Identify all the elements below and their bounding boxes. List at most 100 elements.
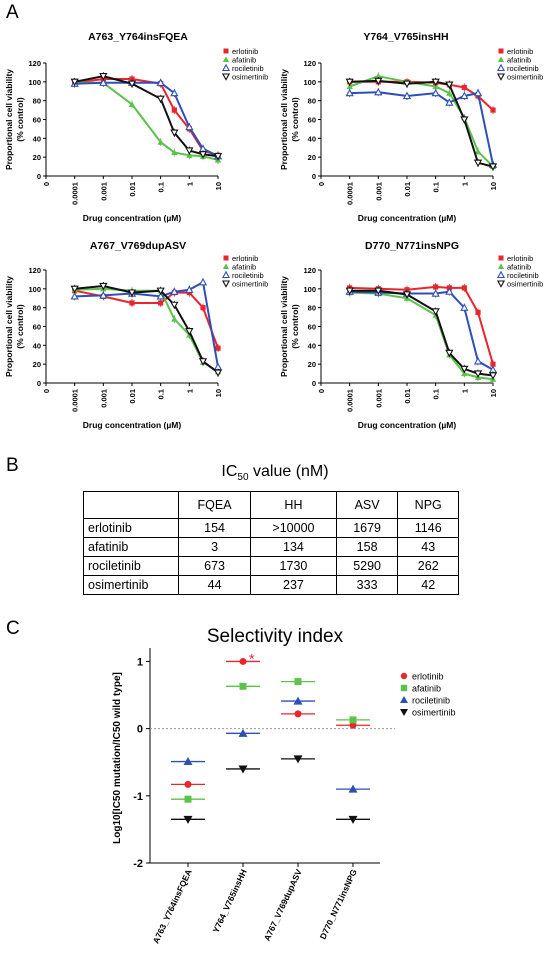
y-tick-label: -2 xyxy=(133,858,143,870)
x-tick-label: 0.0001 xyxy=(346,389,355,412)
x-tick-label: 1 xyxy=(185,182,194,186)
series-line-osimertinib xyxy=(74,75,219,158)
legend-marker-erlotinib xyxy=(223,48,229,54)
x-tick-label: 0.0001 xyxy=(346,182,355,205)
data-point-erlotinib xyxy=(158,300,164,306)
table-cell: 333 xyxy=(335,575,399,595)
data-point-afatinib xyxy=(375,72,382,79)
ic50-table-title: IC50 value (nM) xyxy=(0,463,550,483)
table-cell: 43 xyxy=(397,537,459,557)
data-point-rociletinib xyxy=(70,292,79,300)
legend-marker-osimertinib xyxy=(496,73,506,81)
series-line-rociletinib xyxy=(74,280,219,368)
series-line-rociletinib xyxy=(74,81,219,158)
data-point-afatinib xyxy=(346,83,353,90)
legend-marker-osimertinib xyxy=(221,280,231,288)
y-tick-label: 100 xyxy=(303,78,316,87)
legend-label-afatinib: afatinib xyxy=(507,263,531,272)
data-point-osimertinib xyxy=(185,147,194,155)
data-point-osimertinib xyxy=(183,815,193,824)
x-tick-label: 1 xyxy=(185,389,194,393)
data-point-osimertinib xyxy=(402,291,412,299)
data-point-rociletinib xyxy=(473,88,483,97)
legend-marker-rociletinib xyxy=(496,270,506,279)
legend-label-rociletinib: rociletinib xyxy=(507,271,539,280)
data-point-rociletinib xyxy=(348,784,358,793)
legend-marker-rociletinib xyxy=(221,63,231,72)
series-line-erlotinib xyxy=(349,285,494,365)
data-point-afatinib xyxy=(432,83,439,90)
y-tick-label: 0 xyxy=(37,379,41,388)
y-axis-label: (% control) xyxy=(15,304,25,349)
table-cell: osimertinib xyxy=(83,575,179,595)
data-point-erlotinib xyxy=(215,345,221,351)
series-line-afatinib xyxy=(349,75,494,168)
legend-marker-osimertinib xyxy=(400,709,408,716)
legend-marker-rociletinib xyxy=(221,270,231,279)
legend-label-erlotinib: erlotinib xyxy=(232,254,258,263)
x-tick-label: 10 xyxy=(489,389,498,397)
x-tick-label: A767_V769dupASV xyxy=(262,867,304,942)
data-point-rociletinib xyxy=(156,78,165,86)
x-tick-label: 0.0001 xyxy=(71,389,80,412)
y-tick-label: 120 xyxy=(28,59,41,68)
table-cell: 3 xyxy=(177,537,252,557)
y-tick-label: 80 xyxy=(33,304,41,313)
legend-label-afatinib: afatinib xyxy=(232,263,256,272)
y-tick-label: 0 xyxy=(137,724,143,736)
series-line-osimertinib xyxy=(349,79,494,168)
y-tick-label: 80 xyxy=(33,97,41,106)
y-tick-label: 20 xyxy=(33,360,41,369)
x-tick-label: 0.001 xyxy=(99,389,108,408)
x-tick-label: 0.001 xyxy=(99,182,108,201)
chart-title: D770_N771insNPG xyxy=(365,240,459,252)
data-point-erlotinib xyxy=(184,780,192,788)
table-cell: 1679 xyxy=(335,518,399,538)
ic50-header-cell: FQEA xyxy=(177,491,252,519)
data-point-rociletinib xyxy=(238,728,248,737)
data-point-osimertinib xyxy=(473,159,483,168)
x-tick-label: 0 xyxy=(317,182,326,186)
data-point-erlotinib xyxy=(461,84,467,91)
data-point-osimertinib xyxy=(156,287,165,296)
data-point-osimertinib xyxy=(185,328,194,336)
data-point-erlotinib xyxy=(475,309,481,315)
panel-letter-a: A xyxy=(6,2,19,23)
legend-label-rociletinib: rociletinib xyxy=(412,696,450,706)
legend-marker-afatinib xyxy=(497,263,505,269)
data-point-rociletinib xyxy=(185,285,194,293)
y-tick-label: 60 xyxy=(308,323,316,332)
legend-marker-osimertinib xyxy=(496,280,506,288)
legend-label-rociletinib: rociletinib xyxy=(232,271,264,280)
data-point-afatinib xyxy=(446,89,453,96)
x-tick-label: Y764_V765insHH xyxy=(211,868,249,935)
x-tick-label: 0.1 xyxy=(432,182,441,192)
series-line-osimertinib xyxy=(74,284,219,374)
data-point-osimertinib xyxy=(127,289,137,297)
data-point-afatinib xyxy=(186,152,193,158)
data-point-osimertinib xyxy=(213,369,223,377)
table-cell: 5290 xyxy=(335,556,399,576)
table-cell: erlotinib xyxy=(83,518,179,538)
table-cell: 44 xyxy=(177,575,252,595)
x-tick-label: 0.01 xyxy=(128,182,137,197)
legend-marker-osimertinib xyxy=(221,73,231,81)
data-point-erlotinib xyxy=(349,721,357,729)
panel-letter-b: B xyxy=(6,455,19,476)
ic50-header-cell: ASV xyxy=(335,491,399,519)
table-cell: 134 xyxy=(250,537,337,557)
x-tick-label: 10 xyxy=(489,182,498,190)
table-cell: 262 xyxy=(397,556,459,576)
y-axis-label: Proportional cell viability xyxy=(279,69,289,170)
data-point-rociletinib xyxy=(460,303,469,311)
data-point-osimertinib xyxy=(170,301,179,310)
data-point-osimertinib xyxy=(293,755,303,764)
x-tick-label: 10 xyxy=(214,389,223,397)
legend-label-osimertinib: osimertinib xyxy=(507,73,543,82)
x-tick-label: 0 xyxy=(42,182,51,186)
y-tick-label: 60 xyxy=(308,116,316,125)
y-tick-label: 40 xyxy=(33,341,41,350)
y-tick-label: -1 xyxy=(133,791,143,803)
y-tick-label: 0 xyxy=(312,172,316,181)
series-line-rociletinib xyxy=(349,91,494,165)
